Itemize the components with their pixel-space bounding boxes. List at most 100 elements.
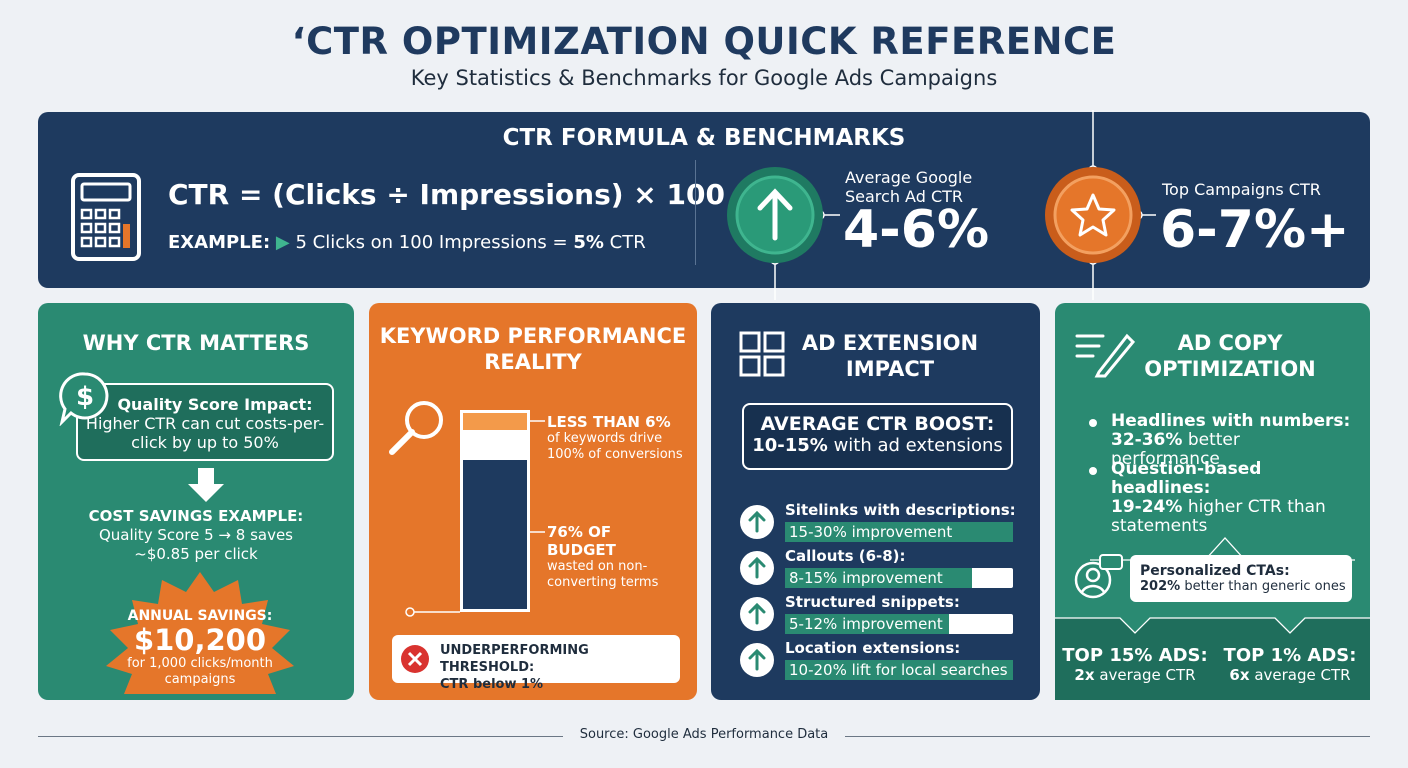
cta-value: 202%: [1140, 579, 1181, 594]
bullet-label: Headlines with numbers:: [1111, 411, 1351, 431]
benchmark-value: 6-7%+: [1160, 200, 1350, 260]
bullet-line: 19-24% higher CTR than statements: [1111, 498, 1351, 536]
benchmark-label: Top Campaigns CTR: [1162, 180, 1321, 199]
top-ads-stat: TOP 1% ADS: 6x average CTR: [1215, 645, 1365, 684]
extension-value: 5-12% improvement: [785, 614, 950, 634]
stat-text: of keywords drive 100% of conversions: [547, 431, 683, 462]
stat-title: LESS THAN 6%: [547, 413, 671, 431]
boost-line: 10-15% with ad extensions: [744, 435, 1011, 456]
panel-title: AD COPY OPTIMIZATION: [1144, 331, 1316, 381]
up-arrow: [748, 602, 766, 625]
top-label: TOP 15% ADS:: [1062, 645, 1208, 666]
extension-bar: 15-30% improvement: [785, 522, 1013, 542]
panel-title: AD EXTENSION IMPACT: [801, 331, 979, 381]
top-line: 6x average CTR: [1215, 666, 1365, 684]
top-label: TOP 1% ADS:: [1223, 645, 1357, 666]
example-text: 5 Clicks on 100 Impressions =: [295, 232, 568, 253]
threshold-value: CTR below 1%: [440, 677, 544, 692]
top-text: average CTR: [1099, 666, 1196, 684]
source-note: Source: Google Ads Performance Data: [579, 727, 829, 742]
extension-name: Location extensions:: [785, 639, 961, 657]
bullet-line: 32-36% better performance: [1111, 431, 1351, 469]
benchmark-value: 4-6%: [843, 200, 990, 260]
extension-bar: 5-12% improvement: [785, 614, 1013, 634]
threshold-title: UNDERPERFORMING THRESHOLD:: [440, 643, 589, 675]
bullet-text: better performance: [1111, 430, 1240, 469]
bullet-value: 32-36%: [1111, 430, 1183, 450]
bullet-dot: [1089, 467, 1097, 475]
cta-line: 202% better than generic ones: [1140, 579, 1352, 595]
copy-bullet: Question-based headlines: 19-24% higher C…: [1111, 460, 1351, 536]
up-arrow: [748, 510, 766, 533]
down-arrow: [188, 468, 224, 502]
page-title: ‘CTR OPTIMIZATION QUICK REFERENCE: [291, 20, 1117, 63]
arrow-circle: [740, 505, 774, 539]
keyword-stat: 76% OF BUDGET wasted on non-converting t…: [547, 523, 667, 591]
svg-text:$: $: [76, 382, 94, 412]
up-arrow: [748, 556, 766, 579]
extension-name: Structured snippets:: [785, 593, 960, 611]
savings-example: COST SAVINGS EXAMPLE: Quality Score 5 → …: [38, 507, 354, 564]
boost-value: 10-15%: [752, 435, 828, 456]
extension-name: Sitelinks with descriptions:: [785, 501, 1016, 519]
example-marker: ▶: [275, 232, 290, 253]
starburst: [106, 572, 294, 694]
top-value: 6x: [1229, 666, 1250, 684]
extension-bar: 10-20% lift for local searches: [785, 660, 1013, 680]
keyword-panel: [369, 303, 697, 700]
pencil-icon: [1075, 333, 1136, 378]
banner-title: CTR FORMULA & BENCHMARKS: [502, 125, 906, 151]
threshold-box: UNDERPERFORMING THRESHOLD: CTR below 1%: [392, 635, 680, 692]
top-text: average CTR: [1254, 666, 1351, 684]
annual-note: for 1,000 clicks/month campaigns: [127, 656, 273, 687]
cta-box: Personalized CTAs: 202% better than gene…: [1130, 555, 1352, 602]
savings-text: Quality Score 5 → 8 saves ~$0.85 per cli…: [98, 526, 294, 563]
example-result: 5%: [573, 232, 604, 253]
cta-text: better than generic ones: [1184, 579, 1346, 594]
benchmark-label: Average Google Search Ad CTR: [845, 168, 973, 206]
page-subtitle: Key Statistics & Benchmarks for Google A…: [410, 66, 998, 90]
copy-bullet: Headlines with numbers: 32-36% better per…: [1111, 412, 1351, 469]
calculator-icon: [71, 173, 141, 261]
bullet-label: Question-based headlines:: [1111, 459, 1262, 498]
x-icon: [401, 645, 429, 673]
formula-example: EXAMPLE: ▶ 5 Clicks on 100 Impressions =…: [168, 232, 646, 253]
cta-title: Personalized CTAs:: [1140, 563, 1290, 579]
extension-value: 10-20% lift for local searches: [785, 660, 1013, 680]
boost-title: AVERAGE CTR BOOST:: [760, 413, 995, 435]
quality-title: Quality Score Impact:: [117, 395, 313, 414]
bullet-dot: [1089, 419, 1097, 427]
top-ads-stat: TOP 15% ADS: 2x average CTR: [1060, 645, 1210, 684]
savings-title: COST SAVINGS EXAMPLE:: [88, 507, 304, 525]
top-line: 2x average CTR: [1060, 666, 1210, 684]
annual-savings: ANNUAL SAVINGS: $10,200 for 1,000 clicks…: [100, 608, 300, 688]
panel-title: KEYWORD PERFORMANCE REALITY: [379, 324, 687, 374]
magnifier-icon: [389, 401, 443, 455]
extension-value: 8-15% improvement: [785, 568, 972, 588]
quality-score-box: Quality Score Impact: Higher CTR can cut…: [76, 383, 334, 461]
arrow-circle: [740, 643, 774, 677]
up-arrow: [748, 648, 766, 671]
dollar-icon: $: [59, 372, 109, 426]
threshold-text: UNDERPERFORMING THRESHOLD: CTR below 1%: [440, 642, 680, 693]
top-value: 2x: [1074, 666, 1095, 684]
annual-value: $10,200: [133, 623, 267, 657]
divider: [695, 160, 696, 265]
keyword-stat: LESS THAN 6% of keywords drive 100% of c…: [547, 413, 687, 463]
quality-text: Higher CTR can cut costs-per-click by up…: [85, 414, 325, 452]
puzzle-icon: [739, 331, 785, 377]
bullet-value: 19-24%: [1111, 497, 1183, 517]
ctr-formula: CTR = (Clicks ÷ Impressions) × 100: [168, 178, 725, 211]
footer-rule: [38, 736, 563, 737]
arrow-circle: [740, 597, 774, 631]
stat-title: 76% OF BUDGET: [547, 523, 616, 559]
panel-title: WHY CTR MATTERS: [82, 331, 310, 355]
stat-text: wasted on non-converting terms: [547, 559, 659, 590]
example-unit: CTR: [609, 232, 646, 253]
keyword-bar: [405, 410, 545, 617]
example-label: EXAMPLE:: [168, 232, 271, 253]
extension-name: Callouts (6-8):: [785, 547, 906, 565]
annual-label: ANNUAL SAVINGS:: [127, 608, 273, 624]
